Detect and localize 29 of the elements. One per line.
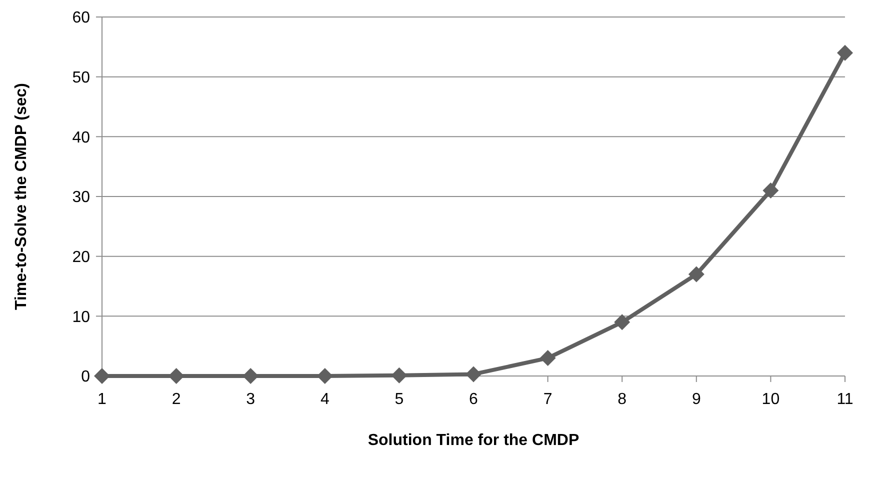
x-tick-label: 9	[692, 391, 701, 408]
x-axis-title: Solution Time for the CMDP	[368, 432, 580, 449]
point	[391, 367, 408, 384]
x-tick-label: 6	[469, 391, 478, 408]
x-tick-label: 4	[320, 391, 330, 408]
y-tick-label: 40	[72, 129, 90, 146]
point	[466, 366, 482, 382]
y-axis-title: Time-to-Solve the CMDP (sec)	[13, 82, 30, 310]
y-tick-label: 10	[72, 308, 90, 326]
x-tick-label: 5	[394, 391, 404, 408]
x-tick-label: 8	[618, 391, 627, 408]
point	[837, 44, 853, 61]
point	[762, 182, 779, 199]
point	[168, 368, 184, 384]
x-tick-label: 3	[246, 391, 256, 408]
y-tick-label: 50	[72, 69, 90, 86]
point	[540, 350, 556, 366]
y-tick-label: 0	[81, 368, 90, 386]
x-tick-label: 1	[98, 391, 107, 408]
x-tick-label: 7	[543, 391, 552, 408]
y-tick-label: 30	[72, 189, 90, 206]
y-tick-label: 60	[72, 10, 90, 27]
x-tick-label: 2	[172, 391, 181, 408]
x-tick-label: 11	[836, 391, 854, 408]
y-tick-label: 20	[72, 248, 90, 266]
x-tick-label: 10	[762, 391, 780, 408]
point	[94, 368, 110, 384]
point	[688, 266, 704, 282]
point	[614, 314, 630, 330]
